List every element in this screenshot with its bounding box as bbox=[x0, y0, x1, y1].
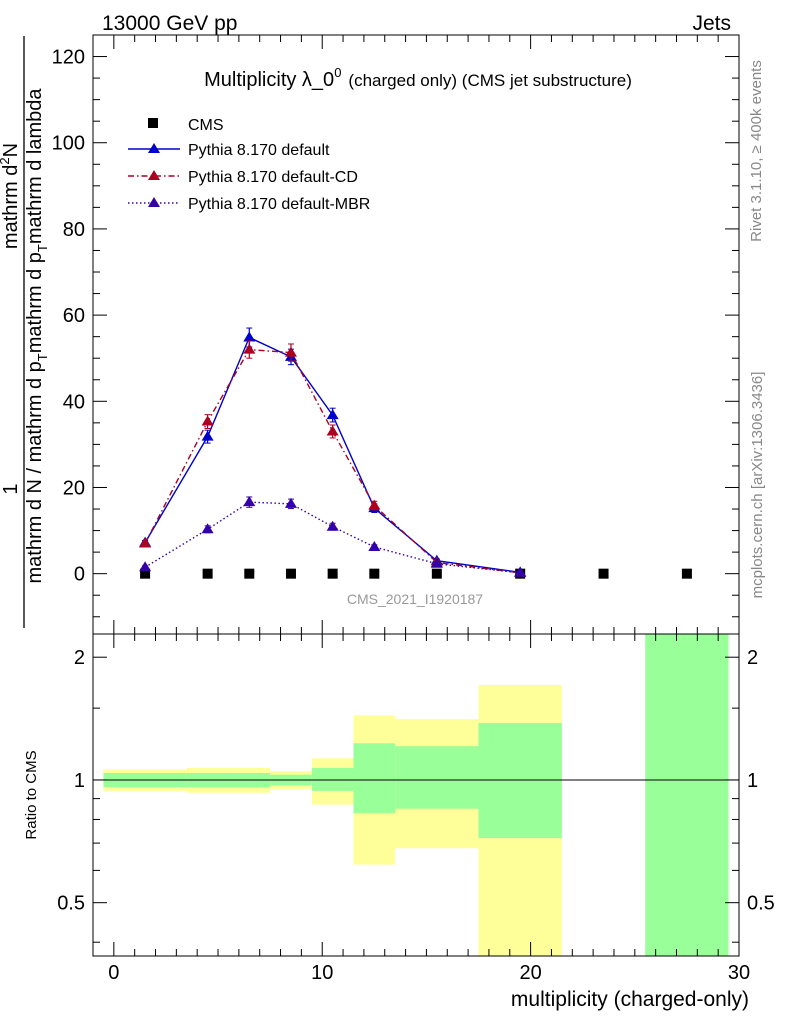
main-ytick-label: 40 bbox=[63, 391, 85, 413]
ylabel-part-3: mathrm d lambda bbox=[24, 88, 46, 244]
ratio-band-green bbox=[311, 767, 354, 791]
legend-mbr-label: Pythia 8.170 default-MBR bbox=[188, 196, 370, 213]
series-line-solid bbox=[144, 336, 521, 574]
data-point-dotted bbox=[139, 561, 152, 572]
ratio-band-green bbox=[395, 746, 479, 809]
legend: CMS Pythia 8.170 default Pythia 8.170 de… bbox=[128, 117, 370, 213]
ylabel-part-1: mathrm d N / mathrm d p bbox=[24, 361, 46, 583]
ylabel-numerator: mathrm d2N bbox=[0, 143, 22, 249]
cms-data-point bbox=[244, 568, 255, 579]
ylabel-sub-2: T bbox=[35, 244, 50, 252]
series-line-dotted bbox=[144, 501, 521, 574]
x-tick-label: 10 bbox=[311, 962, 333, 984]
ylabel-part-2: mathrm d p bbox=[24, 252, 46, 353]
cms-data-point bbox=[598, 568, 609, 579]
x-axis-label: multiplicity (charged-only) bbox=[511, 988, 749, 1011]
data-point-dashdot bbox=[201, 415, 214, 426]
data-point-solid bbox=[243, 331, 256, 342]
data-point-dashdot bbox=[284, 346, 297, 357]
chart-title-main: Multiplicity λ_0 bbox=[204, 69, 334, 91]
data-point-dotted bbox=[368, 540, 381, 551]
data-point-dotted bbox=[243, 496, 256, 507]
data-point-dashdot bbox=[139, 537, 152, 548]
main-ytick-label: 0 bbox=[74, 564, 85, 586]
ratio-ytick-label-left: 0.5 bbox=[57, 893, 85, 915]
ratio-ticks: 0.5 0.51 12 20 10 20 30 bbox=[57, 634, 775, 984]
main-series bbox=[139, 327, 692, 579]
x-tick-label: 0 bbox=[108, 962, 119, 984]
legend-cd-label: Pythia 8.170 default-CD bbox=[188, 169, 358, 186]
cms-data-point bbox=[327, 568, 338, 579]
ratio-bands bbox=[103, 634, 729, 956]
legend-cms-label: CMS bbox=[188, 117, 224, 134]
data-point-dotted bbox=[284, 497, 297, 508]
main-ytick-label: 120 bbox=[52, 47, 85, 69]
cms-data-point bbox=[681, 568, 692, 579]
ylabel-num-end: N bbox=[0, 143, 22, 157]
data-point-dashdot bbox=[368, 499, 381, 510]
ratio-y-label: Ratio to CMS bbox=[23, 750, 40, 839]
ratio-panel-frame bbox=[92, 633, 740, 957]
data-point-dashdot bbox=[243, 343, 256, 354]
series-line-dashdot bbox=[144, 348, 521, 574]
rivet-label: Rivet 3.1.10, ≥ 400k events bbox=[748, 60, 765, 242]
ratio-ytick-label-right: 1 bbox=[747, 770, 758, 792]
category-label: Jets bbox=[692, 12, 731, 35]
main-y-axis-label: 1 mathrm d N / mathrm d pTmathrm d pTmat… bbox=[0, 36, 50, 628]
data-point-solid bbox=[201, 430, 214, 441]
cms-data-point bbox=[140, 568, 151, 579]
legend-default-marker bbox=[148, 143, 160, 153]
ylabel-num: mathrm d bbox=[0, 165, 22, 249]
legend-default-label: Pythia 8.170 default bbox=[188, 142, 330, 159]
chart-title-suffix: (charged only) (CMS jet substructure) bbox=[348, 71, 631, 90]
ylabel-num-sup: 2 bbox=[0, 157, 12, 164]
main-ytick-label: 20 bbox=[63, 477, 85, 499]
data-point-solid bbox=[326, 409, 339, 420]
data-point-dashdot bbox=[326, 425, 339, 436]
data-point-dotted bbox=[514, 566, 527, 577]
energy-label: 13000 GeV pp bbox=[102, 12, 237, 35]
x-tick-label: 20 bbox=[519, 962, 541, 984]
cms-data-point bbox=[431, 568, 442, 579]
mcplots-label: mcplots.cern.ch [arXiv:1306.3436] bbox=[749, 372, 766, 599]
cms-data-point bbox=[202, 568, 213, 579]
ratio-band-green bbox=[353, 743, 396, 813]
ratio-panel: 0.5 0.51 12 20 10 20 30 Ratio to CMS multiplic… bbox=[23, 633, 775, 1011]
chart-title: Multiplicity λ_00 (charged only) (CMS jet… bbox=[204, 65, 632, 91]
ratio-band-green bbox=[478, 722, 562, 839]
legend-cms-marker bbox=[148, 118, 158, 128]
ratio-ytick-label-right: 2 bbox=[747, 647, 758, 669]
main-ytick-label: 100 bbox=[52, 133, 85, 155]
main-ticks: 0 20 40 60 80 100 120 bbox=[52, 35, 740, 634]
ratio-ytick-label-left: 2 bbox=[74, 647, 85, 669]
data-point-dotted bbox=[430, 557, 443, 568]
legend-cd-marker bbox=[148, 170, 160, 180]
cms-data-point bbox=[369, 568, 380, 579]
main-ytick-label: 60 bbox=[63, 305, 85, 327]
chart-title-sup: 0 bbox=[334, 65, 341, 80]
data-point-dotted bbox=[326, 520, 339, 531]
data-point-dotted bbox=[201, 523, 214, 534]
cms-data-point bbox=[285, 568, 296, 579]
ylabel-denominator: mathrm d N / mathrm d pTmathrm d pTmathr… bbox=[24, 88, 50, 584]
ratio-band-green bbox=[645, 634, 729, 956]
legend-mbr-marker bbox=[148, 197, 160, 207]
ratio-ytick-label-left: 1 bbox=[74, 770, 85, 792]
watermark: CMS_2021_I1920187 bbox=[347, 591, 483, 607]
ylabel-top: 1 bbox=[0, 483, 22, 494]
ylabel-sub-1: T bbox=[35, 353, 50, 361]
main-ytick-label: 80 bbox=[63, 219, 85, 241]
ratio-ytick-label-right: 0.5 bbox=[747, 893, 775, 915]
x-tick-label: 30 bbox=[728, 962, 750, 984]
